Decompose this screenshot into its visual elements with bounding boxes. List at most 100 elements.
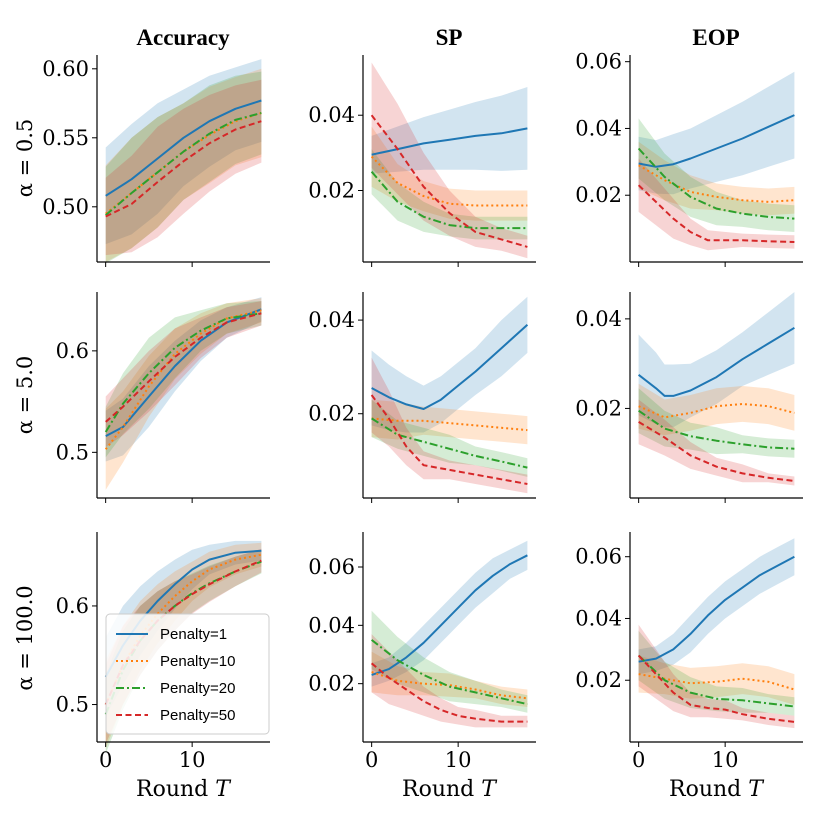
x-label-text: Round (402, 777, 481, 802)
x-label-var: T (481, 777, 498, 802)
y-tick-label: 0.06 (575, 545, 622, 569)
band-penalty-50 (371, 634, 528, 728)
line-penalty-50 (370, 394, 528, 485)
band-penalty-50 (371, 357, 528, 494)
band-penalty-20 (638, 630, 795, 716)
y-tick-label: 0.5 (56, 440, 89, 464)
line-penalty-10 (638, 164, 795, 203)
legend-label-penalty-10: Penalty=10 (160, 653, 235, 670)
legend-label-penalty-50: Penalty=50 (160, 707, 235, 724)
band-penalty-50 (105, 301, 262, 448)
line-penalty-50 (105, 312, 262, 423)
legend-label-penalty-20: Penalty=20 (160, 680, 235, 697)
legend-frame (105, 613, 270, 735)
band-penalty-10 (638, 383, 795, 436)
band-penalty-10 (371, 126, 528, 221)
row-labels: α = 0.5 α = 5.0 α = 100.0 (13, 119, 37, 691)
y-tick-label: 0.02 (308, 178, 355, 202)
band-penalty-10 (371, 399, 528, 445)
x-tick-label: 0 (632, 748, 645, 772)
line-penalty-10 (104, 309, 262, 450)
line-penalty-10 (638, 673, 795, 691)
line-penalty-50 (638, 421, 795, 482)
x-tick-label: 10 (179, 748, 206, 772)
y-tick-label: 0.04 (308, 613, 355, 637)
subplot-r2-c0: 0.5 0.6 0 10 Penalty=1 Penalty=10 Penalty=20 Pe… (56, 532, 270, 772)
line-penalty-10 (371, 417, 528, 432)
line-penalty-1 (638, 555, 795, 663)
y-tick-label: 0.5 (56, 693, 89, 717)
y-tick-label: 0.02 (575, 668, 622, 692)
line-penalty-20 (637, 147, 795, 220)
y-tick-label: 0.04 (575, 307, 622, 331)
band-penalty-20 (371, 149, 528, 240)
x-tick-label: 10 (445, 748, 472, 772)
y-tick-label: 0.02 (575, 396, 622, 420)
y-tick-label: 0.60 (42, 57, 89, 81)
col-title-sp: SP (436, 25, 463, 50)
subplot-r2-c2: 0.02 0.04 0.06 0 10 (575, 532, 803, 772)
band-penalty-10 (638, 141, 795, 216)
band-penalty-50 (371, 62, 528, 259)
band-penalty-20 (371, 610, 528, 713)
x-label-col-2: Round T (669, 777, 765, 802)
subplot-r0-c2: 0.02 0.04 0.06 (575, 50, 803, 267)
y-tick-label: 0.02 (308, 672, 355, 696)
x-label-var: T (748, 777, 765, 802)
y-tick-label: 0.04 (308, 308, 355, 332)
line-penalty-1 (371, 554, 528, 676)
line-penalty-20 (370, 639, 528, 706)
x-label-text: Round (669, 777, 748, 802)
band-penalty-1 (371, 87, 528, 174)
line-penalty-20 (637, 654, 795, 708)
band-penalty-1 (371, 540, 528, 687)
line-penalty-20 (371, 417, 528, 469)
x-tick-label: 0 (99, 748, 112, 772)
x-tick-label: 0 (365, 748, 378, 772)
line-penalty-20 (105, 112, 262, 216)
row-label-alpha-0-5: α = 0.5 (13, 119, 37, 198)
line-penalty-50 (637, 654, 795, 723)
line-penalty-10 (370, 155, 528, 207)
y-tick-label: 0.04 (308, 103, 355, 127)
y-tick-label: 0.02 (308, 402, 355, 426)
y-tick-label: 0.04 (575, 116, 622, 140)
x-label-var: T (215, 777, 232, 802)
col-titles: Accuracy SP EOP (136, 25, 739, 50)
y-tick-label: 0.02 (575, 183, 622, 207)
legend-label-penalty-1: Penalty=1 (160, 626, 227, 643)
subplot-r2-c1: 0.02 0.04 0.06 0 10 (308, 532, 536, 772)
line-penalty-50 (637, 184, 795, 243)
y-tick-label: 0.6 (56, 339, 89, 363)
band-penalty-50 (638, 624, 795, 729)
band-penalty-1 (105, 297, 262, 462)
band-penalty-1 (638, 538, 795, 675)
line-penalty-20 (104, 312, 262, 433)
line-penalty-10 (638, 403, 795, 419)
line-penalty-20 (370, 171, 528, 230)
y-tick-label: 0.55 (42, 126, 89, 150)
line-penalty-1 (105, 99, 262, 197)
band-penalty-1 (638, 292, 795, 428)
row-label-alpha-5-0: α = 5.0 (13, 356, 37, 435)
band-penalty-50 (638, 399, 795, 486)
band-penalty-50 (638, 158, 795, 251)
y-tick-label: 0.50 (42, 195, 89, 219)
x-axis-labels: Round T Round T Round T (136, 777, 765, 802)
band-penalty-1 (371, 296, 528, 433)
subplot-r0-c1: 0.02 0.04 (308, 55, 536, 267)
y-tick-label: 0.6 (56, 594, 89, 618)
band-penalty-20 (371, 399, 528, 477)
line-penalty-50 (370, 114, 528, 248)
line-penalty-50 (370, 662, 528, 723)
y-tick-label: 0.06 (575, 50, 622, 74)
x-tick-label: 10 (712, 748, 739, 772)
line-penalty-10 (104, 553, 262, 705)
subplot-r1-c0: 0.5 0.6 (56, 292, 270, 503)
subplot-r1-c2: 0.02 0.04 (575, 292, 803, 503)
x-label-col-1: Round T (402, 777, 498, 802)
subplot-r1-c1: 0.02 0.04 (308, 292, 536, 503)
band-penalty-20 (105, 301, 262, 458)
x-label-text: Round (136, 777, 215, 802)
